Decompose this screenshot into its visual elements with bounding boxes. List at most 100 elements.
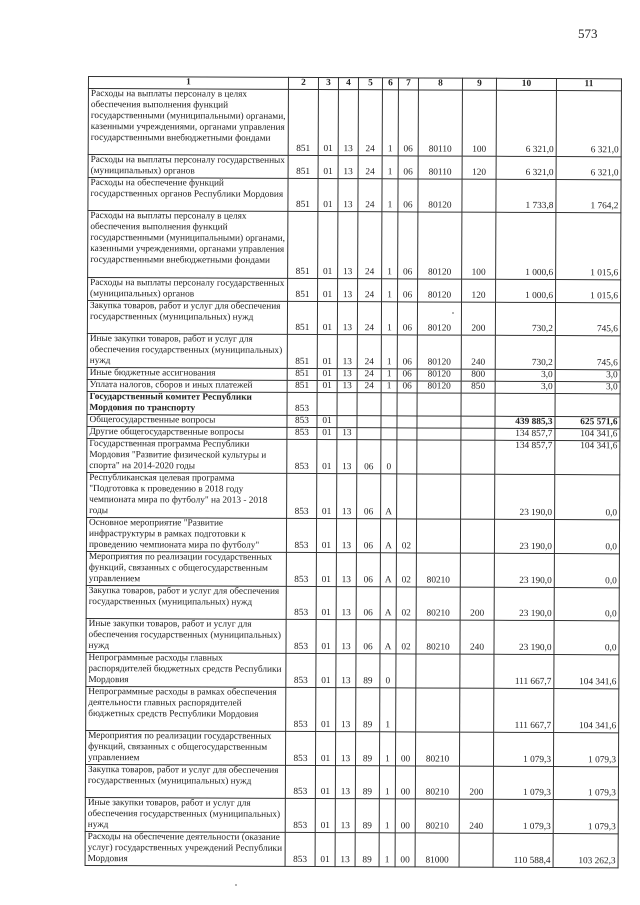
code-cell: А (380, 518, 397, 553)
code-cell (416, 439, 461, 475)
code-cell: 00 (395, 799, 416, 834)
code-cell: 851 (287, 301, 318, 335)
code-cell (460, 416, 496, 429)
code-cell: 853 (286, 415, 318, 428)
amount-v11: 1 079,3 (553, 732, 619, 768)
code-cell: 200 (461, 301, 496, 336)
code-cell: 13 (337, 212, 358, 279)
code-cell: 80120 (417, 301, 462, 336)
column-header: 2 (288, 77, 319, 90)
code-cell: 13 (337, 380, 358, 393)
amount-v11: 103 262,3 (553, 833, 619, 869)
table-row: Расходы на выплаты персоналу государстве… (87, 277, 621, 303)
amount-v11: 0,0 (554, 587, 620, 621)
code-cell (459, 833, 494, 868)
code-cell (396, 427, 417, 440)
code-cell: 80210 (416, 552, 461, 588)
code-cell: 13 (336, 586, 357, 620)
column-header: 1 (88, 76, 289, 90)
row-name: Расходы на обеспечение функций государст… (87, 177, 289, 212)
row-name: Иные бюджетные ассигнования (87, 367, 288, 381)
code-cell: 02 (396, 518, 417, 553)
amount-v11 (555, 393, 621, 417)
code-cell: 851 (287, 178, 319, 212)
code-cell: 80210 (415, 766, 460, 800)
row-name: Непрограммные расходы в рамках обеспечен… (85, 686, 286, 732)
code-cell: А (379, 619, 397, 654)
code-cell: 853 (286, 427, 317, 440)
amount-v10: 111 667,7 (493, 688, 554, 733)
code-cell (416, 415, 462, 429)
code-cell: 24 (357, 368, 382, 381)
code-cell: 13 (335, 798, 356, 834)
row-name: Непрограммные расходы главных распорядит… (85, 652, 286, 688)
code-cell (460, 519, 495, 554)
code-cell (459, 654, 494, 689)
amount-v10: 1 079,3 (493, 732, 554, 767)
code-cell (415, 687, 460, 733)
code-cell (415, 653, 460, 689)
code-cell: 24 (357, 212, 382, 279)
code-cell: 13 (338, 155, 359, 179)
amount-v10: 23 190,0 (494, 553, 555, 588)
amount-v10 (495, 393, 556, 417)
code-cell: 80210 (415, 619, 461, 655)
code-cell (397, 392, 418, 416)
code-cell: 02 (395, 619, 417, 654)
code-cell: 80210 (415, 732, 460, 767)
row-name: Общегосударственные вопросы (86, 414, 288, 428)
code-cell (460, 553, 495, 588)
code-cell: 01 (316, 427, 337, 440)
code-cell: 00 (395, 766, 416, 800)
code-cell: 80120 (417, 380, 462, 394)
table-row: Иные закупки товаров, работ и услуг для … (85, 618, 620, 655)
amount-v10: 730,2 (495, 302, 556, 336)
code-cell: 13 (335, 765, 356, 800)
table-row: Расходы на выплаты персоналу в целях обе… (87, 210, 621, 280)
row-name: Расходы на выплаты персоналу в целях обе… (88, 88, 289, 156)
amount-v11: 745,6 (555, 335, 621, 370)
scan-speck (452, 312, 454, 314)
table-row: Мероприятия по реализации государственны… (86, 551, 620, 588)
table-row: Закупка товаров, работ и услуг для обесп… (86, 585, 620, 621)
code-cell: 01 (316, 518, 337, 553)
code-cell (317, 392, 338, 416)
code-cell (356, 415, 382, 428)
row-name: Государственная программа Республики Мор… (86, 438, 287, 474)
code-cell: 240 (459, 799, 494, 834)
code-cell: 89 (355, 653, 380, 688)
code-cell (461, 393, 496, 417)
table-row: Расходы на выплаты персоналу государстве… (88, 154, 622, 181)
code-cell: 13 (335, 731, 356, 766)
column-header: 4 (338, 77, 359, 90)
code-cell (396, 473, 417, 519)
code-cell: 06 (356, 552, 381, 587)
code-cell: 13 (335, 619, 357, 654)
code-cell: 06 (397, 334, 418, 369)
code-cell: 80110 (418, 89, 463, 157)
code-cell: 24 (357, 278, 382, 302)
column-header: 5 (358, 77, 383, 90)
code-cell: 06 (397, 212, 418, 279)
code-cell: 06 (397, 179, 419, 213)
table-row: Мероприятия по реализации государственны… (85, 730, 619, 768)
code-cell: 06 (397, 278, 418, 302)
code-cell: 89 (355, 799, 380, 834)
row-name: Закупка товаров, работ и услуг для обесп… (86, 585, 287, 620)
code-cell (460, 428, 495, 441)
code-cell: 13 (337, 368, 358, 381)
code-cell: А (380, 473, 397, 519)
code-cell: 851 (287, 334, 318, 369)
code-cell: 01 (317, 211, 338, 279)
amount-v10: 3,0 (495, 369, 556, 382)
amount-v10: 134 857,7 (494, 428, 555, 441)
amount-v10: 730,2 (495, 335, 556, 370)
code-cell: 00 (395, 732, 416, 767)
amount-v11: 3,0 (555, 381, 621, 394)
amount-v10: 439 885,3 (494, 416, 556, 429)
code-cell: 06 (397, 301, 418, 335)
amount-v11: 1 079,3 (553, 766, 619, 801)
code-cell: 01 (316, 586, 337, 620)
code-cell: 13 (335, 832, 356, 868)
amount-v11: 745,6 (555, 302, 621, 336)
